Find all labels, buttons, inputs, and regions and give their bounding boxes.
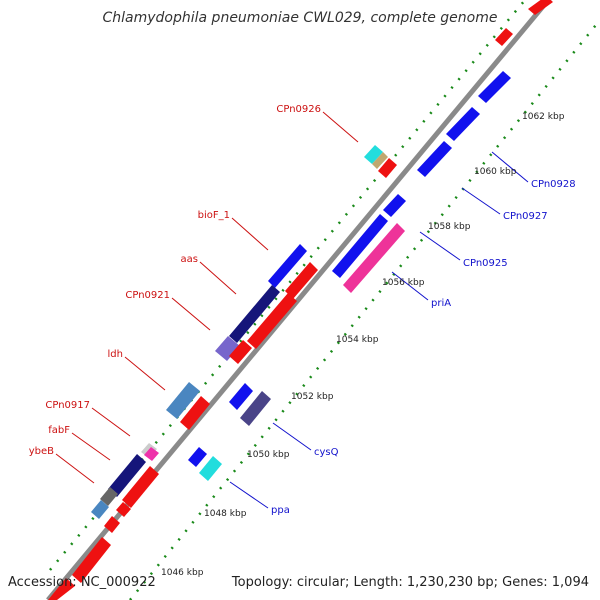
gene-arrow[interactable] — [378, 158, 397, 178]
tick-label-1060: 1060 kbp — [474, 167, 517, 177]
gene-arrow[interactable] — [478, 71, 511, 103]
tick-label-1048: 1048 kbp — [204, 509, 247, 519]
tick-label-1052: 1052 kbp — [291, 392, 334, 402]
gene-arrow-cpn0926[interactable] — [364, 145, 383, 164]
tick-label-1062: 1062 kbp — [522, 112, 565, 122]
gene-arrow[interactable] — [144, 447, 159, 461]
gene-arrow[interactable] — [188, 447, 207, 467]
gene-arrow[interactable] — [528, 0, 553, 15]
gene-arrow[interactable] — [495, 28, 513, 46]
gene-label-ldh[interactable]: ldh — [108, 349, 123, 360]
gene-label-cpn0925[interactable]: CPn0925 — [463, 258, 508, 269]
gene-arrow-ybeb[interactable] — [100, 487, 118, 506]
gene-arrow[interactable] — [372, 152, 388, 169]
accession-text: Accession: NC_000922 — [8, 575, 156, 590]
gene-arrow-cpn0928[interactable] — [446, 107, 480, 141]
gene-arrow[interactable] — [122, 466, 159, 508]
gene-label-pria[interactable]: priA — [431, 298, 451, 309]
gene-arrow[interactable] — [229, 340, 252, 364]
gene-arrow[interactable] — [180, 396, 210, 430]
forward-leaders — [55, 111, 359, 484]
reverse-genes — [188, 71, 511, 481]
gene-arrow[interactable] — [229, 383, 253, 410]
gene-arrow[interactable] — [383, 194, 406, 217]
gene-arrow-cysq[interactable] — [240, 391, 271, 426]
gene-arrow-aas[interactable] — [229, 285, 280, 343]
tick-label-1050: 1050 kbp — [247, 450, 290, 460]
gene-arrow[interactable] — [104, 516, 120, 533]
tick-label-1046: 1046 kbp — [161, 568, 204, 578]
gene-label-ybeb[interactable]: ybeB — [29, 446, 54, 457]
gene-arrow[interactable] — [48, 578, 75, 600]
topology-text: Topology: circular; Length: 1,230,230 bp… — [231, 575, 589, 590]
reverse-leaders — [229, 151, 529, 509]
gene-label-biof[interactable]: bioF_1 — [198, 210, 230, 221]
gene-label-cpn0927[interactable]: CPn0927 — [503, 211, 548, 222]
gene-arrow-biof[interactable] — [268, 244, 307, 288]
gene-label-fabf[interactable]: fabF — [48, 425, 70, 436]
gene-arrow[interactable] — [91, 500, 109, 519]
gene-arrow-pria[interactable] — [343, 223, 405, 293]
gene-arrow-fabf[interactable] — [108, 454, 146, 497]
gene-arrow-ldh[interactable] — [166, 382, 200, 419]
gene-label-cpn0917[interactable]: CPn0917 — [45, 400, 90, 411]
gene-label-cpn0921[interactable]: CPn0921 — [125, 290, 170, 301]
tick-label-1054: 1054 kbp — [336, 335, 379, 345]
gene-arrow-ppa[interactable] — [199, 456, 222, 481]
tick-label-1056: 1056 kbp — [382, 278, 425, 288]
gene-arrow[interactable] — [285, 262, 318, 299]
gene-label-ppa[interactable]: ppa — [271, 505, 290, 516]
forward-genes — [48, 0, 553, 600]
map-title: Chlamydophila pneumoniae CWL029, complet… — [103, 10, 498, 26]
gene-arrow[interactable] — [72, 537, 111, 583]
gene-label-cysq[interactable]: cysQ — [314, 447, 339, 458]
gene-arrow[interactable] — [247, 293, 297, 349]
tick-label-1058: 1058 kbp — [428, 222, 471, 232]
gene-label-cpn0926[interactable]: CPn0926 — [276, 104, 321, 115]
gene-label-aas[interactable]: aas — [181, 254, 198, 265]
tick-dots-lower — [129, 19, 600, 600]
gene-arrow-cpn0927[interactable] — [417, 141, 452, 177]
gene-arrow[interactable] — [116, 502, 131, 517]
gene-label-cpn0928[interactable]: CPn0928 — [531, 179, 576, 190]
gene-arrow-cpn0921[interactable] — [215, 336, 240, 361]
gene-arrow-cpn0925[interactable] — [332, 214, 388, 278]
